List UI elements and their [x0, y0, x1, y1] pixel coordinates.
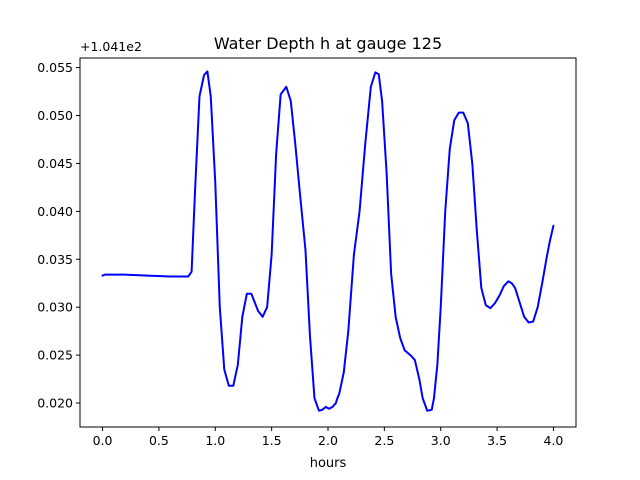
axes-frame [79, 57, 577, 428]
x-tick-label: 0.5 [149, 433, 169, 448]
x-tick-label: 3.5 [487, 433, 507, 448]
y-tick-label: 0.030 [37, 300, 73, 315]
y-tick-label: 0.050 [37, 108, 73, 123]
y-tick-label: 0.045 [37, 156, 73, 171]
y-tick-label: 0.025 [37, 348, 73, 363]
y-tick-label: 0.040 [37, 204, 73, 219]
series-line [101, 70, 555, 412]
x-axis-label: hours [310, 456, 347, 471]
x-tick-label: 2.5 [374, 433, 394, 448]
y-tick-label: 0.020 [37, 396, 73, 411]
x-tick-label: 4.0 [544, 433, 564, 448]
y-tick-label: 0.035 [37, 252, 73, 267]
x-tick-label: 1.5 [262, 433, 282, 448]
x-tick-label: 3.0 [431, 433, 451, 448]
x-axis: 0.0 0.5 1.0 1.5 2.0 2.5 3.0 3.5 4.0 [93, 427, 564, 448]
y-axis: 0.020 0.025 0.030 0.035 0.040 0.045 0.050 0.055 [37, 60, 80, 411]
plot-area [101, 70, 555, 412]
chart-title: Water Depth h at gauge 125 [214, 34, 442, 53]
x-tick-label: 0.0 [93, 433, 113, 448]
x-tick-label: 1.0 [205, 433, 225, 448]
x-tick-label: 2.0 [318, 433, 338, 448]
y-offset-label: +1.041e2 [80, 39, 142, 54]
y-tick-label: 0.055 [37, 60, 73, 75]
